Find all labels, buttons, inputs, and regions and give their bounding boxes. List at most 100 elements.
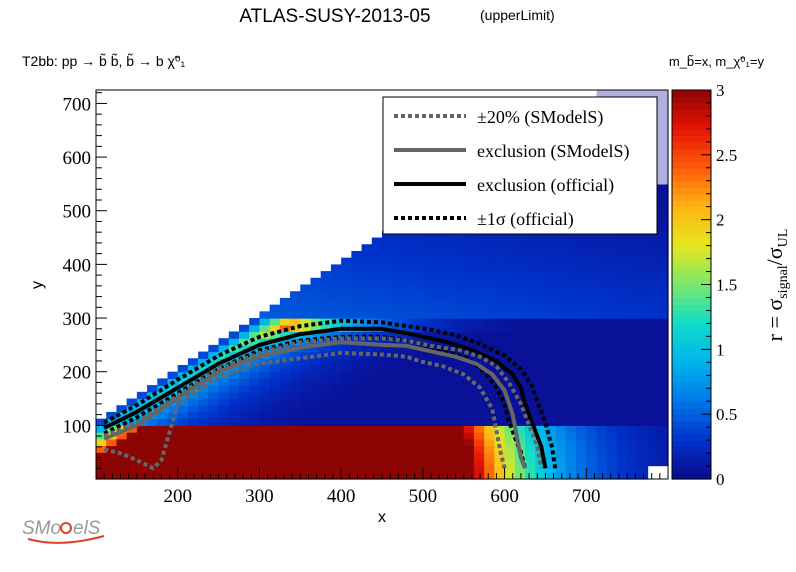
heatmap-cell (433, 432, 444, 440)
heatmap-cell (647, 277, 659, 286)
heatmap-cell (310, 438, 322, 447)
heatmap-cell (637, 398, 649, 406)
heatmap-cell (627, 304, 638, 312)
heatmap-cell (310, 411, 322, 420)
heatmap-cell (627, 291, 638, 299)
heatmap-cell (637, 391, 649, 400)
color-bar-segment (672, 388, 711, 396)
heatmap-cell (310, 465, 322, 473)
heatmap-cell (637, 331, 649, 339)
color-bar-segment (672, 310, 711, 318)
heatmap-cell (126, 458, 138, 467)
heatmap-cell (555, 432, 567, 440)
heatmap-cell (627, 324, 638, 333)
heatmap-cell (494, 432, 506, 440)
heatmap-cell (351, 271, 363, 279)
heatmap-cell (412, 277, 424, 286)
heatmap-cell (106, 445, 118, 453)
x-tick-label: 700 (572, 486, 601, 507)
heatmap-cell (310, 331, 322, 339)
heatmap-cell (647, 452, 659, 460)
heatmap-cell (565, 465, 577, 473)
heatmap-cell (657, 123, 669, 131)
heatmap-cell (596, 271, 608, 279)
heatmap-cell (443, 391, 455, 400)
heatmap-cell (249, 338, 261, 346)
heatmap-cell (290, 398, 301, 406)
heatmap-cell (647, 358, 659, 366)
heatmap-cell (606, 445, 618, 453)
heatmap-cell (330, 358, 342, 366)
heatmap-cell (657, 418, 669, 426)
heatmap-cell (371, 264, 383, 272)
heatmap-cell (136, 391, 148, 400)
heatmap-cell (187, 458, 199, 467)
heatmap-cell (606, 364, 618, 373)
heatmap-cell (330, 391, 342, 400)
heatmap-cell (402, 405, 414, 413)
heatmap-cell (616, 324, 628, 333)
heatmap-cell (657, 130, 669, 138)
heatmap-cell (433, 398, 444, 406)
heatmap-cell (239, 398, 250, 406)
heatmap-cell (443, 244, 455, 252)
heatmap-cell (371, 344, 383, 353)
heatmap-cell (392, 458, 404, 467)
heatmap-cell (586, 297, 598, 306)
heatmap-cell (627, 458, 638, 467)
heatmap-cell (606, 391, 618, 400)
heatmap-cell (545, 398, 557, 406)
heatmap-cell (616, 250, 628, 259)
heatmap-cell (279, 465, 291, 473)
heatmap-cell (616, 385, 628, 393)
heatmap-cell (136, 445, 148, 453)
heatmap-cell (259, 425, 271, 433)
heatmap-cell (433, 411, 444, 420)
heatmap-cell (555, 257, 567, 265)
heatmap-cell (259, 405, 271, 413)
heatmap-cell (473, 378, 485, 386)
heatmap-cell (484, 244, 495, 252)
heatmap-cell (351, 311, 363, 319)
heatmap-cell (351, 452, 363, 460)
heatmap-cell (126, 398, 138, 406)
heatmap-cell (535, 331, 547, 339)
heatmap-cell (453, 297, 465, 306)
heatmap-cell (453, 378, 465, 386)
heatmap-cell (473, 391, 485, 400)
heatmap-cell (463, 250, 475, 259)
heatmap-cell (504, 297, 516, 306)
heatmap-cell (586, 331, 598, 339)
heatmap-cell (279, 364, 291, 373)
heatmap-cell (637, 264, 649, 272)
heatmap-cell (565, 271, 577, 279)
heatmap-cell (657, 244, 669, 252)
heatmap-cell (657, 217, 669, 225)
heatmap-cell (392, 257, 404, 265)
heatmap-cell (576, 371, 587, 379)
heatmap-cell (412, 311, 424, 319)
heatmap-cell (269, 324, 281, 333)
heatmap-cell (606, 385, 618, 393)
heatmap-cell (545, 338, 557, 346)
heatmap-cell (310, 324, 322, 333)
heatmap-cell (341, 277, 352, 286)
heatmap-cell (586, 385, 598, 393)
heatmap-cell (167, 445, 179, 453)
heatmap-cell (239, 331, 250, 339)
color-bar-segment (672, 135, 711, 143)
heatmap-cell (392, 291, 404, 299)
heatmap-cell (453, 385, 465, 393)
heatmap-cell (494, 257, 506, 265)
heatmap-cell (310, 452, 322, 460)
heatmap-cell (545, 385, 557, 393)
heatmap-cell (341, 411, 352, 420)
heatmap-cell (402, 250, 414, 259)
heatmap-cell (412, 425, 424, 433)
heatmap-cell (545, 324, 557, 333)
heatmap-cell (177, 452, 189, 460)
heatmap-cell (657, 445, 669, 453)
heatmap-cell (330, 297, 342, 306)
heatmap-cell (565, 425, 577, 433)
heatmap-cell (351, 250, 363, 259)
